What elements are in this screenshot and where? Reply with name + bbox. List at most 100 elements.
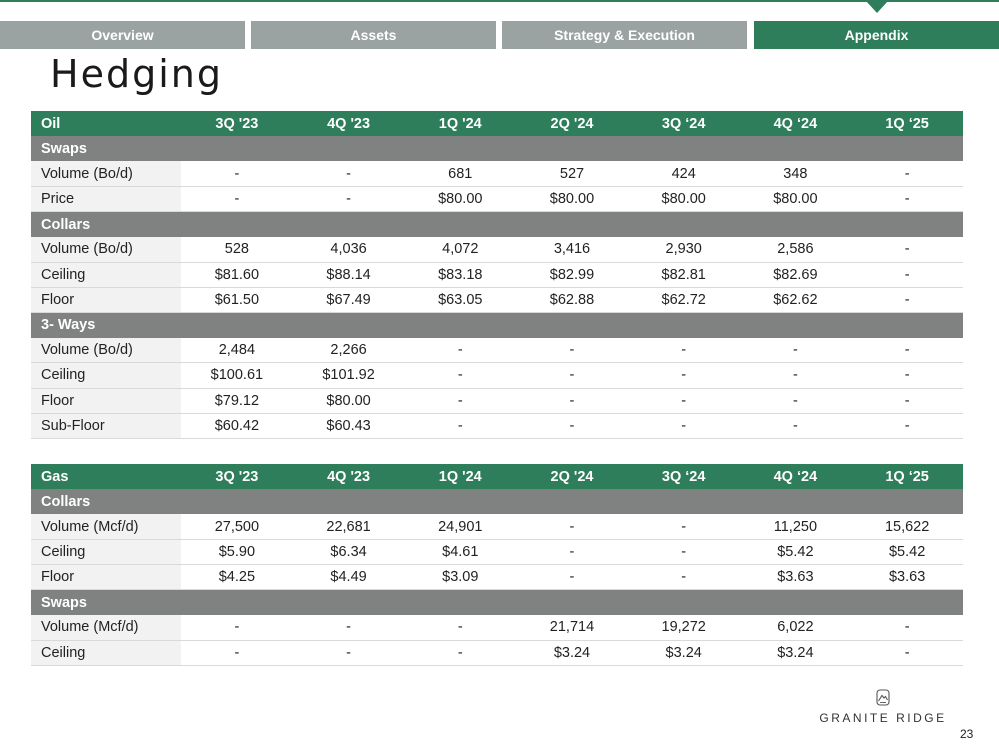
row-label: Ceiling bbox=[31, 262, 182, 288]
table-cell: - bbox=[516, 362, 628, 389]
table-cell: $88.14 bbox=[292, 262, 405, 288]
table-cell: 2,484 bbox=[181, 337, 293, 364]
quarter-header: 4Q ‘24 bbox=[739, 111, 852, 137]
table-cell: - bbox=[292, 640, 405, 667]
table-cell: - bbox=[516, 564, 628, 591]
tab-overview[interactable]: Overview bbox=[0, 21, 245, 49]
table-cell: 24,901 bbox=[404, 514, 517, 541]
row-label: Volume (Bo/d) bbox=[31, 161, 182, 188]
table-cell: - bbox=[739, 413, 852, 439]
table-cell: - bbox=[851, 362, 963, 389]
page-number: 23 bbox=[960, 727, 974, 741]
table-cell: $3.09 bbox=[404, 564, 517, 591]
table-cell: 6,022 bbox=[739, 615, 852, 641]
table-cell: - bbox=[292, 615, 405, 641]
tab-label: Assets bbox=[350, 27, 397, 43]
table-cell: $80.00 bbox=[292, 388, 405, 414]
table-cell: 27,500 bbox=[181, 514, 293, 541]
quarter-header: 2Q '24 bbox=[516, 111, 628, 137]
gas-header-row: Gas 3Q '23 4Q '23 1Q '24 2Q '24 3Q ‘24 4Q ‘24 1… bbox=[31, 464, 963, 490]
table-cell: 11,250 bbox=[739, 514, 852, 541]
table-cell: - bbox=[181, 186, 293, 213]
table-cell: $82.81 bbox=[627, 262, 740, 288]
table-cell: 3,416 bbox=[516, 236, 628, 263]
section-title: Collars bbox=[31, 211, 963, 237]
table-cell: - bbox=[739, 337, 852, 364]
table-cell: $101.92 bbox=[292, 362, 405, 389]
table-cell: $63.05 bbox=[404, 287, 517, 314]
section-title: Swaps bbox=[31, 589, 963, 616]
table-row: Floor $61.50 $67.49 $63.05 $62.88 $62.72 $62.6… bbox=[31, 287, 963, 314]
active-tab-pointer-icon bbox=[865, 1, 888, 13]
tab-assets[interactable]: Assets bbox=[251, 21, 496, 49]
table-cell: - bbox=[851, 262, 963, 288]
table-cell: 15,622 bbox=[851, 514, 963, 541]
tab-strategy-execution[interactable]: Strategy & Execution bbox=[502, 21, 747, 49]
quarter-header: 3Q '23 bbox=[181, 111, 293, 137]
row-label: Volume (Bo/d) bbox=[31, 236, 182, 263]
quarter-header: 3Q ‘24 bbox=[627, 111, 740, 137]
table-row: Volume (Bo/d) 2,484 2,266- - - - - bbox=[31, 337, 963, 364]
table-cell: - bbox=[851, 413, 963, 439]
table-cell: 4,072 bbox=[404, 236, 517, 263]
table-cell: $80.00 bbox=[739, 186, 852, 213]
table-row: Ceiling $81.60 $88.14 $83.18 $82.99 $82.81 $82… bbox=[31, 262, 963, 288]
oil-header-row: Oil 3Q '23 4Q '23 1Q '24 2Q '24 3Q ‘24 4Q ‘24 1… bbox=[31, 111, 963, 137]
table-cell: - bbox=[404, 615, 517, 641]
table-cell: 2,930 bbox=[627, 236, 740, 263]
tab-label: Appendix bbox=[844, 27, 909, 43]
table-cell: $5.42 bbox=[739, 539, 852, 566]
quarter-header: 2Q '24 bbox=[516, 464, 628, 490]
table-cell: - bbox=[181, 615, 293, 641]
row-label: Sub-Floor bbox=[31, 413, 182, 439]
table-cell: 2,586 bbox=[739, 236, 852, 263]
table-cell: - bbox=[404, 640, 517, 667]
row-label: Volume (Mcf/d) bbox=[31, 514, 182, 541]
table-row: Volume (Bo/d) - -681 527 424 348- bbox=[31, 161, 963, 188]
table-cell: 21,714 bbox=[516, 615, 628, 641]
row-label: Floor bbox=[31, 564, 182, 591]
table-cell: $5.90 bbox=[181, 539, 293, 566]
table-cell: $81.60 bbox=[181, 262, 293, 288]
table-cell: $82.99 bbox=[516, 262, 628, 288]
table-cell: - bbox=[404, 337, 517, 364]
table-row: Price - - $80.00 $80.00 $80.00 $80.00- bbox=[31, 186, 963, 213]
table-cell: $83.18 bbox=[404, 262, 517, 288]
top-accent-rule bbox=[0, 0, 999, 2]
table-cell: $80.00 bbox=[404, 186, 517, 213]
table-cell: - bbox=[181, 640, 293, 667]
table-cell: $3.63 bbox=[739, 564, 852, 591]
tab-label: Overview bbox=[91, 27, 154, 43]
table-cell: - bbox=[404, 388, 517, 414]
quarter-header: 4Q '23 bbox=[292, 111, 405, 137]
section-title: Collars bbox=[31, 489, 963, 515]
table-cell: - bbox=[404, 362, 517, 389]
table-cell: $61.50 bbox=[181, 287, 293, 314]
row-label: Ceiling bbox=[31, 362, 182, 389]
table-cell: - bbox=[627, 362, 740, 389]
row-label: Ceiling bbox=[31, 539, 182, 566]
table-row: Ceiling $100.61 $101.92- - - - - bbox=[31, 362, 963, 389]
section-title: Swaps bbox=[31, 136, 963, 162]
tab-appendix[interactable]: Appendix bbox=[754, 1, 999, 49]
row-label: Price bbox=[31, 186, 182, 213]
table-cell: $3.24 bbox=[627, 640, 740, 667]
table-row: Volume (Mcf/d) 27,500 22,681 24,901- -11,250… bbox=[31, 514, 963, 541]
table-cell: - bbox=[851, 186, 963, 213]
table-cell: 528 bbox=[181, 236, 293, 263]
table-cell: - bbox=[627, 413, 740, 439]
table-cell: $100.61 bbox=[181, 362, 293, 389]
row-label: Ceiling bbox=[31, 640, 182, 667]
row-label: Floor bbox=[31, 388, 182, 414]
table-cell: $6.34 bbox=[292, 539, 405, 566]
table-cell: - bbox=[851, 337, 963, 364]
gas-hedge-table: Gas 3Q '23 4Q '23 1Q '24 2Q '24 3Q ‘24 4Q ‘24 1… bbox=[31, 464, 963, 667]
table-cell: 19,272 bbox=[627, 615, 740, 641]
table-cell: 424 bbox=[627, 161, 740, 188]
table-cell: - bbox=[851, 388, 963, 414]
quarter-header: 1Q '24 bbox=[404, 464, 517, 490]
table-cell: $4.25 bbox=[181, 564, 293, 591]
table-cell: - bbox=[516, 388, 628, 414]
table-cell: - bbox=[516, 337, 628, 364]
table-cell: $60.42 bbox=[181, 413, 293, 439]
